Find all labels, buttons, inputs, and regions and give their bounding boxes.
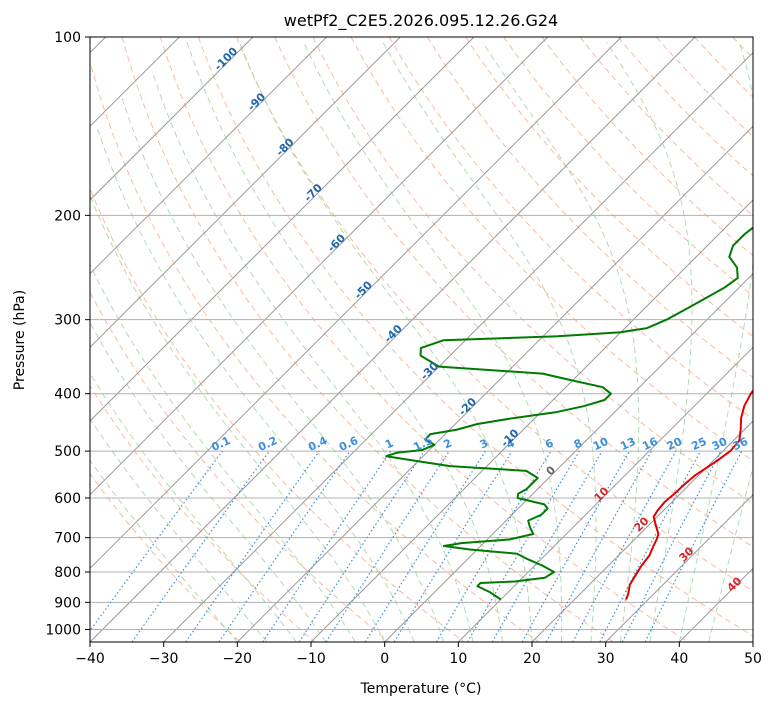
moist-adiabat-label: 40 — [725, 574, 745, 594]
isotherm — [0, 37, 400, 642]
moist-adiabat — [73, 148, 385, 642]
moist-adiabat — [187, 42, 503, 642]
mixing-ratio-label: 2 — [442, 436, 454, 451]
isotherm-label: -40 — [382, 322, 405, 345]
x-tick-label: 40 — [670, 651, 688, 667]
mixing-ratio-label: 16 — [640, 435, 660, 453]
isotherm — [753, 37, 775, 642]
x-tick-label: 30 — [597, 651, 615, 667]
dry-adiabat — [771, 37, 775, 642]
dry-adiabat — [466, 37, 775, 642]
mixing-ratio-label: 3 — [478, 436, 490, 451]
plot-frame — [90, 37, 753, 642]
dry-adiabat — [351, 37, 775, 642]
dewpoint-line — [386, 37, 775, 600]
mixing-ratio-label: 30 — [710, 435, 730, 453]
dry-adiabat — [8, 37, 390, 642]
mixing-ratio-line — [326, 451, 449, 642]
mixing-ratio-label: 1 — [383, 436, 395, 451]
mixing-ratio-line — [546, 451, 651, 642]
isotherm — [237, 37, 775, 642]
isotherm-label: -10 — [498, 426, 521, 449]
dry-adiabat — [733, 37, 775, 642]
isotherm-label: -60 — [325, 231, 348, 254]
x-tick-label: 20 — [523, 651, 541, 667]
mixing-ratio-label: 36 — [731, 435, 751, 453]
y-tick-label: 800 — [54, 565, 81, 581]
mixing-ratio-line — [522, 451, 629, 642]
y-tick-label: 200 — [54, 208, 81, 224]
mixing-ratio-label: 13 — [618, 435, 637, 453]
y-axis-label: Pressure (hPa) — [12, 290, 28, 390]
isotherm — [0, 37, 253, 642]
y-tick-label: 100 — [54, 30, 81, 46]
y-tick-label: 500 — [54, 444, 81, 460]
y-tick-label: 400 — [54, 387, 81, 403]
data-series — [386, 37, 775, 600]
isotherm — [532, 37, 775, 642]
x-tick-label: 10 — [449, 651, 467, 667]
isotherm — [458, 37, 775, 642]
mixing-ratio-label: 10 — [591, 435, 611, 453]
moist-adiabat — [709, 42, 775, 642]
isotherm-label: -90 — [245, 90, 268, 113]
moist-adiabat — [97, 127, 414, 642]
x-tick-label: −40 — [75, 651, 105, 667]
y-tick-label: 600 — [54, 491, 81, 507]
x-tick-label: −20 — [223, 651, 253, 667]
isotherm-label: -20 — [456, 395, 479, 418]
dry-adiabat — [0, 37, 315, 642]
isotherm — [16, 37, 621, 642]
x-tick-label: −10 — [296, 651, 326, 667]
x-axis-label: Temperature (°C) — [360, 681, 482, 697]
moist-adiabat — [122, 97, 444, 643]
y-tick-label: 700 — [54, 531, 81, 547]
isotherm — [0, 37, 327, 642]
isotherm-label: -100 — [212, 44, 241, 73]
dry-adiabat — [160, 37, 688, 642]
x-tick-label: 50 — [744, 651, 762, 667]
moist-adiabat — [152, 71, 473, 642]
x-tick-label: −30 — [149, 651, 179, 667]
x-tick-label: 0 — [380, 651, 389, 667]
dry-adiabat — [695, 37, 775, 642]
moist-adiabat — [304, 42, 562, 642]
isotherm — [0, 37, 474, 642]
y-tick-label: 900 — [54, 595, 81, 611]
dry-adiabat — [0, 37, 240, 642]
y-tick-label: 300 — [54, 313, 81, 329]
dry-adiabat — [542, 37, 775, 642]
dry-adiabat — [237, 37, 775, 642]
isotherm-label: -80 — [273, 135, 296, 158]
chart-title: wetPf2_C2E5.2026.095.12.26.G24 — [284, 11, 558, 31]
isotherm-label: -70 — [302, 181, 325, 204]
y-tick-label: 1000 — [45, 622, 81, 638]
mixing-ratio-line — [365, 451, 485, 642]
mixing-ratio-line — [82, 451, 223, 642]
dry-adiabat — [656, 37, 775, 642]
dry-adiabat — [504, 37, 775, 642]
moist-adiabat-label: 30 — [677, 544, 697, 564]
mixing-ratio-label: 25 — [689, 435, 708, 453]
isotherm-label: -50 — [352, 278, 375, 301]
dry-adiabat — [275, 37, 775, 642]
mixing-ratio-line — [573, 451, 676, 642]
mixing-ratio-label: 6 — [543, 436, 556, 451]
mixing-ratio-label: 20 — [665, 435, 685, 453]
mixing-ratio-line — [219, 451, 350, 642]
